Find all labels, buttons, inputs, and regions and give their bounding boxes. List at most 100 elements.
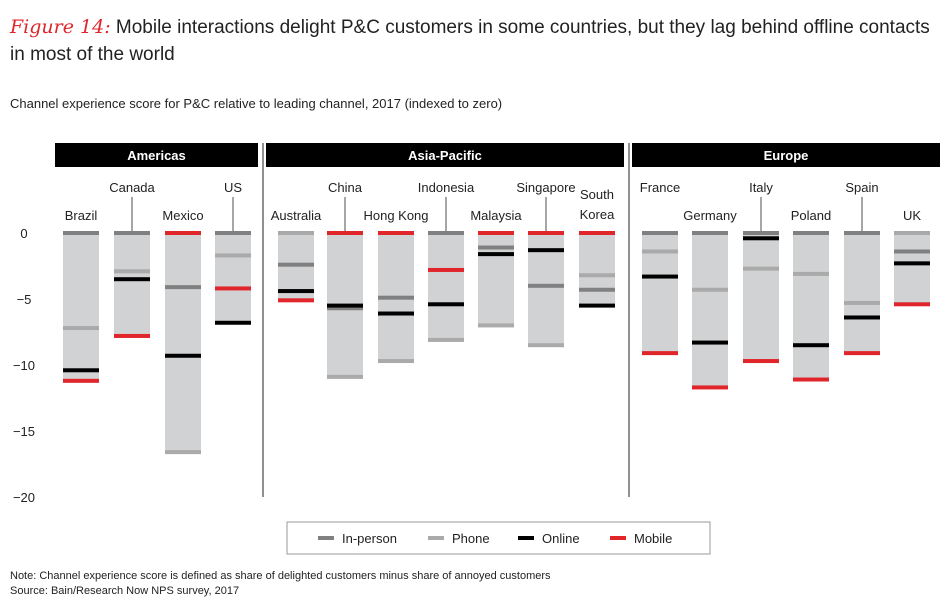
- country-label: Malaysia: [470, 208, 522, 223]
- marker-in-person: [378, 295, 414, 300]
- marker-online: [378, 311, 414, 316]
- country-label: Mexico: [162, 208, 203, 223]
- marker-online: [114, 277, 150, 282]
- marker-phone: [743, 266, 779, 271]
- marker-phone: [844, 300, 880, 305]
- bar-range: [215, 233, 251, 323]
- country-label: UK: [903, 208, 921, 223]
- chart-title: Figure 14: Mobile interactions delight P…: [10, 14, 945, 68]
- bar-range: [793, 233, 829, 380]
- marker-online: [692, 340, 728, 345]
- marker-in-person: [579, 287, 615, 292]
- source: Source: Bain/Research Now NPS survey, 20…: [10, 585, 240, 597]
- marker-mobile: [278, 298, 314, 303]
- marker-phone: [63, 326, 99, 331]
- marker-mobile: [692, 385, 728, 390]
- marker-phone: [428, 337, 464, 342]
- country-label: Italy: [749, 180, 773, 195]
- marker-mobile: [63, 378, 99, 383]
- region-label: Americas: [127, 148, 186, 163]
- marker-phone: [642, 249, 678, 254]
- country-label: Australia: [271, 208, 322, 223]
- marker-in-person: [844, 231, 880, 235]
- marker-phone: [793, 271, 829, 276]
- marker-phone: [378, 359, 414, 364]
- marker-mobile: [378, 231, 414, 235]
- country-label: Brazil: [65, 208, 98, 223]
- region-header: [55, 143, 258, 167]
- y-tick-label: −15: [13, 424, 35, 439]
- marker-in-person: [63, 231, 99, 235]
- y-tick-label: 0: [20, 226, 27, 241]
- marker-online: [327, 303, 363, 308]
- legend-swatch: [518, 536, 534, 540]
- country-label: France: [640, 180, 680, 195]
- region-label: Europe: [764, 148, 809, 163]
- marker-online: [894, 261, 930, 266]
- country-label: Germany: [683, 208, 737, 223]
- marker-mobile: [528, 231, 564, 235]
- region-label: Asia-Pacific: [408, 148, 482, 163]
- marker-in-person: [278, 262, 314, 267]
- marker-phone: [215, 253, 251, 258]
- bar-range: [63, 233, 99, 381]
- country-label: Indonesia: [418, 180, 475, 195]
- legend-label: In-person: [342, 531, 397, 546]
- marker-mobile: [579, 231, 615, 235]
- marker-in-person: [692, 231, 728, 235]
- marker-online: [793, 343, 829, 348]
- country-label: US: [224, 180, 242, 195]
- bar-range: [165, 233, 201, 453]
- marker-phone: [327, 374, 363, 379]
- marker-mobile: [793, 377, 829, 382]
- country-label: Spain: [845, 180, 878, 195]
- legend-label: Online: [542, 531, 580, 546]
- country-label: Hong Kong: [363, 208, 428, 223]
- marker-phone: [579, 273, 615, 278]
- marker-mobile: [327, 231, 363, 235]
- marker-online: [428, 302, 464, 307]
- marker-phone: [692, 287, 728, 292]
- region-header: [632, 143, 940, 167]
- marker-mobile: [478, 231, 514, 235]
- legend-swatch: [428, 536, 444, 540]
- legend-label: Mobile: [634, 531, 672, 546]
- bar-range: [692, 233, 728, 388]
- bar-range: [894, 233, 930, 305]
- marker-phone: [528, 343, 564, 348]
- bar-range: [428, 233, 464, 340]
- marker-online: [642, 274, 678, 279]
- marker-in-person: [528, 283, 564, 288]
- marker-in-person: [165, 285, 201, 290]
- marker-mobile: [165, 231, 201, 235]
- marker-online: [215, 320, 251, 325]
- country-label: Singapore: [516, 180, 575, 195]
- marker-in-person: [215, 231, 251, 235]
- country-label: China: [328, 180, 363, 195]
- marker-online: [165, 353, 201, 358]
- legend-swatch: [318, 536, 334, 540]
- bar-range: [743, 233, 779, 362]
- marker-mobile: [114, 333, 150, 338]
- marker-online: [478, 252, 514, 257]
- marker-in-person: [327, 306, 363, 311]
- chart-subtitle: Channel experience score for P&C relativ…: [10, 96, 503, 111]
- marker-phone: [278, 231, 314, 235]
- y-tick-label: −5: [17, 292, 32, 307]
- footnote: Note: Channel experience score is define…: [10, 569, 551, 599]
- marker-online: [528, 248, 564, 253]
- marker-in-person: [743, 231, 779, 235]
- marker-phone: [165, 450, 201, 455]
- legend: [286, 521, 711, 555]
- marker-online: [743, 236, 779, 241]
- marker-in-person: [114, 231, 150, 235]
- country-label: Korea: [580, 207, 615, 222]
- marker-in-person: [894, 249, 930, 254]
- bar-range: [579, 233, 615, 306]
- marker-phone: [114, 269, 150, 274]
- bar-range: [114, 233, 150, 336]
- marker-online: [579, 303, 615, 308]
- marker-mobile: [894, 302, 930, 307]
- marker-online: [278, 289, 314, 294]
